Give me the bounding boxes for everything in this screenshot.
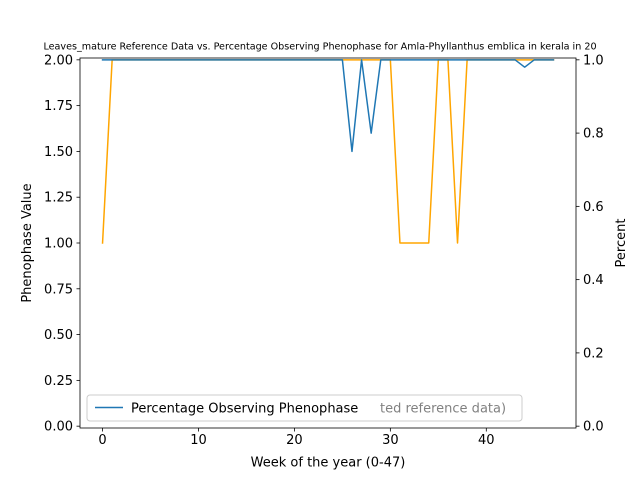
- right-axis-ticks: 0.0 0.2 0.4 0.6 0.8 1.0: [576, 53, 604, 435]
- left-axis-ticks: 0.00 0.25 0.50 0.75 1.00 1.25 1.50 1.75 2.00: [44, 53, 80, 435]
- y-left-tick-label: 1.75: [44, 99, 73, 114]
- y-axis-left-label: Phenophase Value: [20, 183, 35, 302]
- y-left-tick-label: 1.25: [44, 191, 73, 206]
- series-line-1: [101, 59, 555, 153]
- y-left-tick-label: 0.25: [44, 374, 73, 389]
- y-right-tick-label: 1.0: [583, 53, 604, 68]
- y-right-tick-label: 0.2: [583, 346, 604, 361]
- chart-title: Leaves_mature Reference Data vs. Percent…: [43, 42, 596, 53]
- x-tick-label: 0: [98, 433, 106, 448]
- y-left-tick-label: 1.50: [44, 145, 73, 160]
- legend: ted reference data) Percentage Observing…: [86, 394, 523, 422]
- series-layer: [101, 59, 555, 244]
- y-left-tick-label: 1.00: [44, 237, 73, 252]
- y-right-tick-label: 0.0: [583, 420, 604, 435]
- y-left-tick-label: 2.00: [44, 53, 73, 68]
- x-tick-label: 20: [286, 433, 303, 448]
- x-tick-label: 30: [382, 433, 399, 448]
- x-axis-ticks: 0 10 20 30 40: [98, 428, 495, 448]
- x-tick-label: 40: [478, 433, 495, 448]
- x-axis-label: Week of the year (0-47): [251, 456, 406, 471]
- y-axis-right-label: Percent: [614, 219, 629, 268]
- y-right-tick-label: 0.8: [583, 127, 604, 142]
- x-tick-label: 10: [190, 433, 207, 448]
- legend-label: Percentage Observing Phenophase: [131, 402, 358, 417]
- legend-hidden-text: ted reference data): [380, 402, 506, 417]
- y-left-tick-label: 0.50: [44, 328, 73, 343]
- series-points-1: [102, 59, 554, 152]
- y-left-tick-label: 0.00: [44, 420, 73, 435]
- plot-frame: [79, 57, 577, 429]
- y-right-tick-label: 0.6: [583, 200, 604, 215]
- legend-label-backdrop: [128, 398, 380, 418]
- y-left-tick-label: 0.75: [44, 282, 73, 297]
- y-right-tick-label: 0.4: [583, 273, 604, 288]
